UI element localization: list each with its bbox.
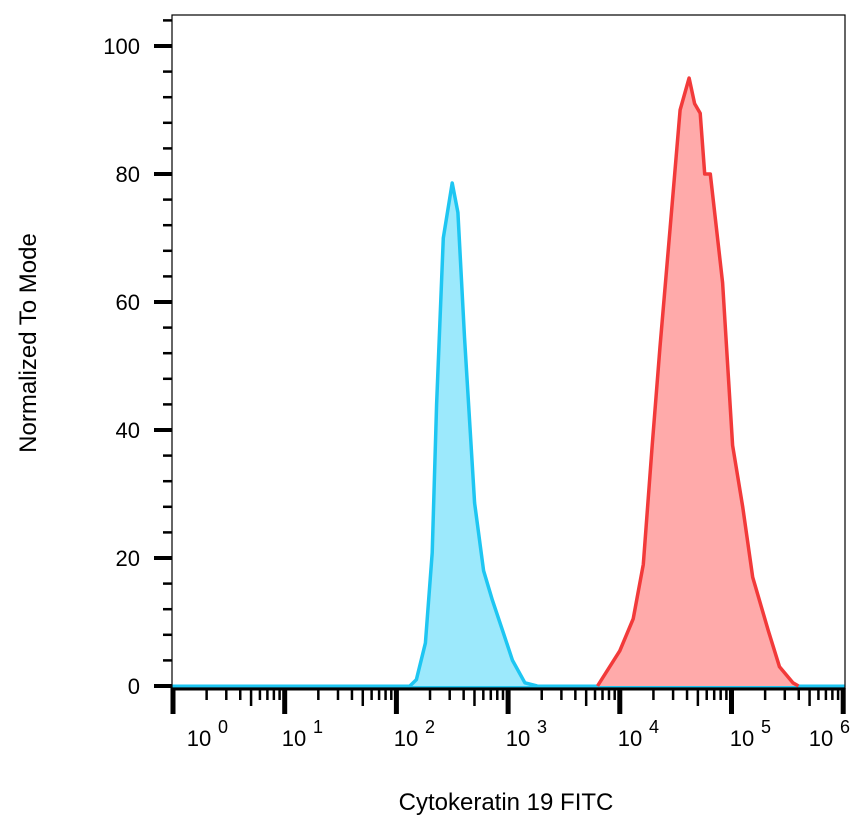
x-tick-label-exponent: 3 — [537, 717, 547, 737]
x-tick-label: 10 1 — [282, 717, 323, 751]
series-0-line — [408, 181, 538, 688]
x-tick-label-exponent: 4 — [649, 717, 659, 737]
x-tick-label-base: 10 — [506, 726, 530, 751]
x-tick-label: 10 4 — [618, 717, 659, 751]
y-tick-label: 0 — [128, 674, 140, 699]
y-tick-label: 40 — [116, 418, 140, 443]
y-tick-label: 60 — [116, 290, 140, 315]
x-tick-label-base: 10 — [394, 726, 418, 751]
x-tick-label-base: 10 — [809, 726, 833, 751]
x-tick-label-exponent: 0 — [218, 717, 228, 737]
x-tick-label-base: 10 — [618, 726, 642, 751]
x-tick-label: 10 5 — [730, 717, 771, 751]
x-tick-label-exponent: 2 — [425, 717, 435, 737]
y-axis-label: Normalized To Mode — [15, 233, 42, 453]
y-tick-label: 20 — [116, 546, 140, 571]
x-tick-label: 10 3 — [506, 717, 547, 751]
x-tick-label: 10 2 — [394, 717, 435, 751]
x-tick-label-base: 10 — [282, 726, 306, 751]
x-tick-label-exponent: 1 — [313, 717, 323, 737]
x-tick-label-exponent: 5 — [761, 717, 771, 737]
x-tick-label-base: 10 — [730, 726, 754, 751]
y-tick-label: 100 — [103, 34, 140, 59]
x-tick-label: 10 0 — [187, 717, 228, 751]
series-1-line — [596, 76, 800, 688]
series-1-fill — [597, 78, 799, 686]
x-tick-label-exponent: 6 — [840, 717, 850, 737]
series-layer — [172, 76, 845, 688]
x-axis-label: Cytokeratin 19 FITC — [399, 789, 614, 816]
x-tick-label-base: 10 — [187, 726, 211, 751]
y-tick-label: 80 — [116, 162, 140, 187]
x-tick-label: 10 6 — [809, 717, 850, 751]
